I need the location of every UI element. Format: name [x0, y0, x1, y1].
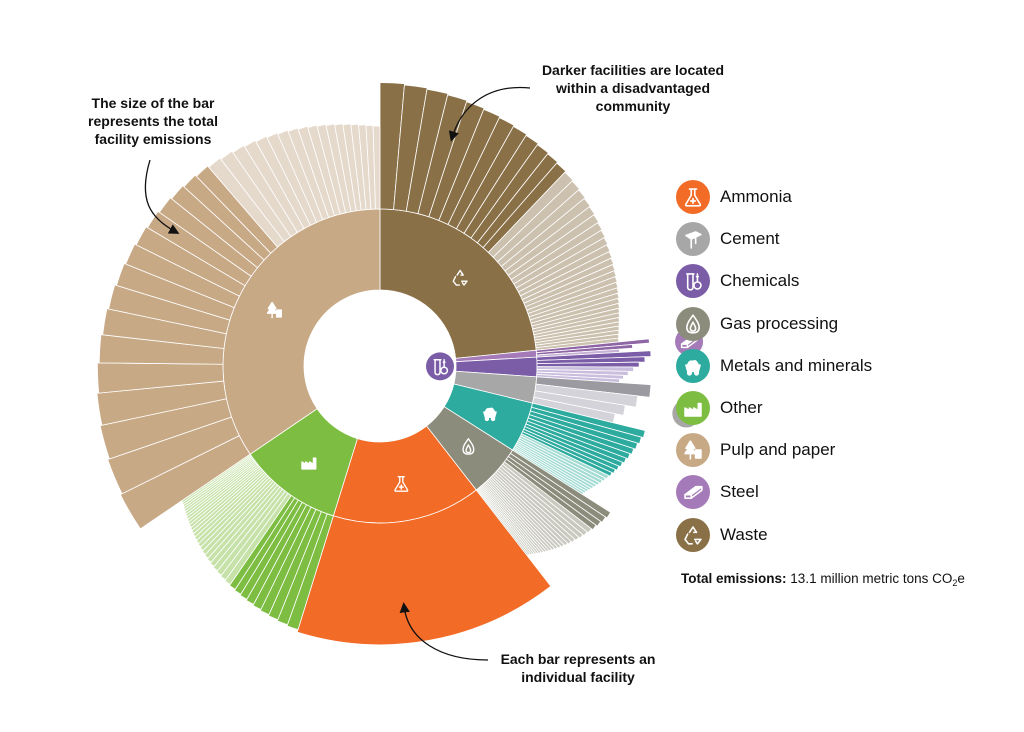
flask-icon [676, 180, 710, 215]
legend-item-other: Other [676, 387, 872, 429]
factory-icon [676, 391, 710, 426]
chemicals-icon [676, 264, 710, 299]
chart-recycle-icon [452, 269, 468, 286]
annotation-arrow-darker [448, 86, 531, 142]
chart-mine-cart-icon [483, 407, 497, 422]
chart-factory-icon [301, 457, 317, 470]
chart-tree-icon [266, 301, 282, 319]
annotation-arrow-bar-size [144, 159, 180, 234]
legend-label: Cement [720, 229, 780, 249]
legend-item-pulp-and-paper: Pulp and paper [676, 429, 872, 471]
recycle-icon [676, 517, 710, 552]
legend-item-chemicals: Chemicals [676, 260, 872, 302]
total-emissions-label: Total emissions: [681, 571, 787, 586]
chart-flame-icon [462, 438, 475, 455]
facility-bar [296, 489, 552, 646]
legend-label: Ammonia [720, 187, 792, 207]
annotation-each-bar: Each bar represents an individual facili… [500, 651, 656, 685]
legend: Ammonia Cement Chemicals Gas processing Meta… [676, 176, 872, 556]
legend-label: Chemicals [720, 271, 800, 291]
legend-label: Steel [720, 482, 759, 502]
total-emissions-sub: 2 [952, 578, 958, 588]
legend-label: Pulp and paper [720, 440, 836, 460]
legend-item-gas-processing: Gas processing [676, 303, 872, 345]
annotation-bar-size: The size of the bar represents the total… [88, 95, 218, 147]
chart-flask-icon [394, 476, 409, 492]
total-emissions: Total emissions: 13.1 million metric ton… [681, 571, 965, 588]
flame-icon [676, 306, 710, 341]
chart-rings [96, 82, 652, 646]
legend-item-metals-and-minerals: Metals and minerals [676, 345, 872, 387]
mine-cart-icon [676, 348, 710, 383]
legend-label: Metals and minerals [720, 355, 873, 375]
legend-item-steel: Steel [676, 471, 872, 513]
chart-chemicals-icon [425, 352, 454, 381]
steel-beam-icon [676, 475, 710, 510]
legend-item-ammonia: Ammonia [676, 176, 872, 218]
annotation-arrow-each-bar [399, 602, 489, 661]
total-emissions-suffix: e [957, 571, 965, 586]
legend-label: Other [720, 398, 763, 418]
legend-label: Gas processing [720, 313, 839, 333]
legend-label: Waste [720, 524, 768, 544]
annotation-darker: Darker facilities are located within a d… [541, 62, 725, 114]
tree-icon [676, 433, 710, 468]
total-emissions-value: 13.1 million metric tons CO [790, 571, 953, 586]
facility-bar [372, 125, 381, 210]
cement-icon [676, 222, 710, 257]
legend-item-waste: Waste [676, 514, 872, 556]
legend-item-cement: Cement [676, 218, 872, 260]
